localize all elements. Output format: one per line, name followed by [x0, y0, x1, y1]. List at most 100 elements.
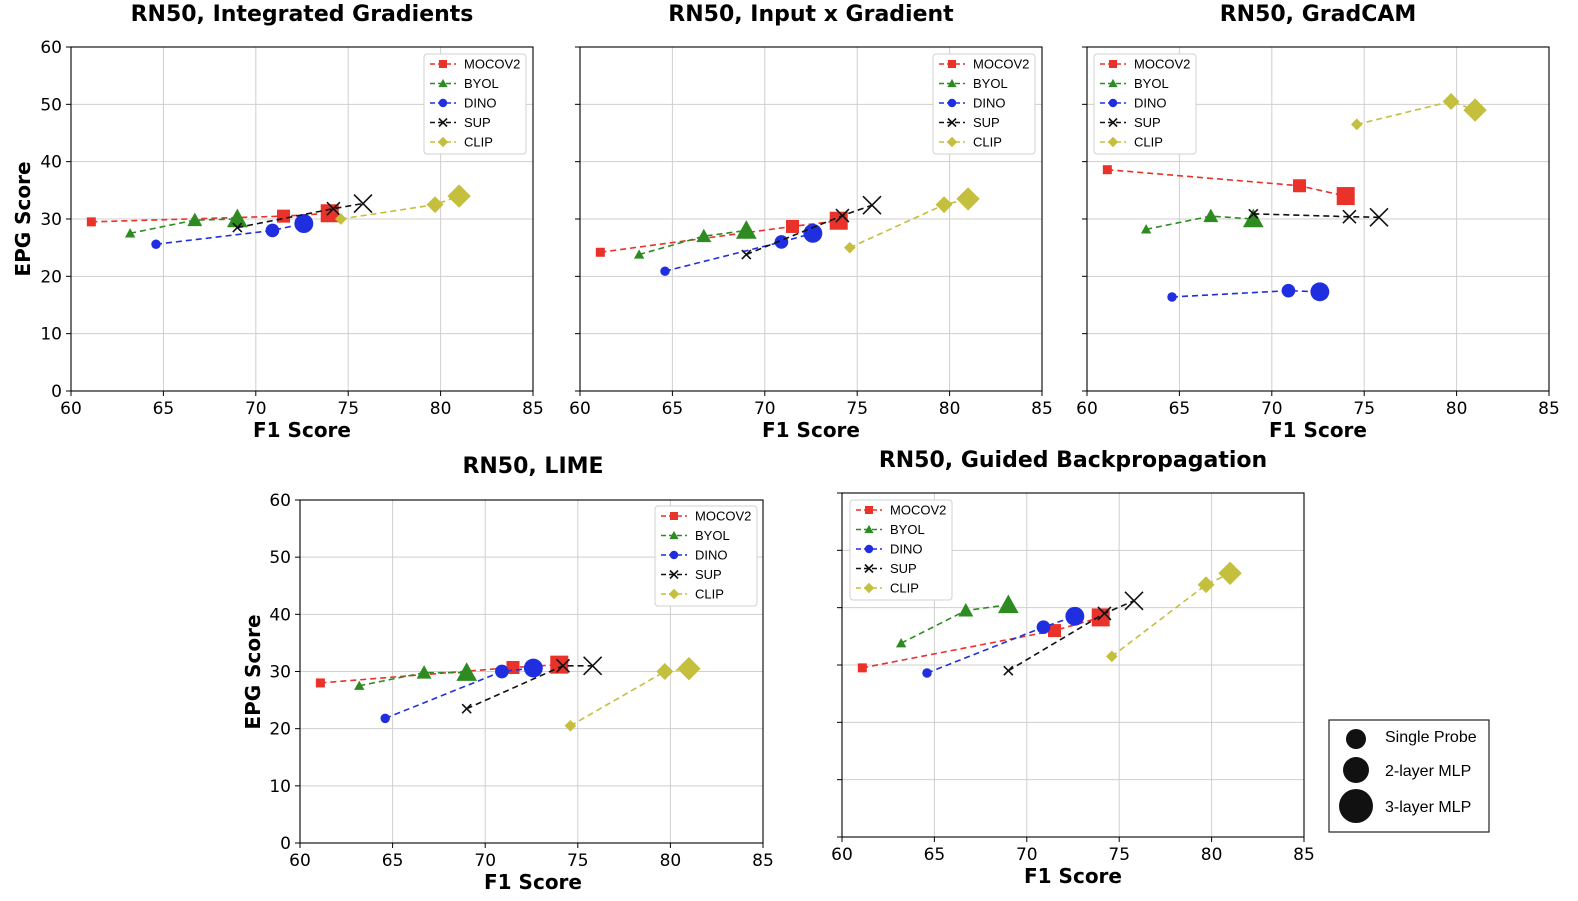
chart-title: RN50, LIME — [462, 454, 603, 479]
data-point-dino — [380, 713, 390, 724]
legend: MOCOV2 BYOL DINO SUP CLIP — [654, 505, 758, 607]
legend-marker-dino — [669, 550, 679, 560]
data-point-sup — [326, 201, 341, 216]
series-line-clip — [569, 667, 690, 727]
series-line-dino — [384, 667, 534, 720]
data-point-dino — [1281, 283, 1296, 298]
data-point-sup — [1342, 209, 1357, 224]
data-point-mocov2 — [1293, 179, 1307, 193]
legend-label-sup: SUP — [464, 115, 491, 130]
y-tick-label: 0 — [280, 834, 291, 854]
legend-marker-byol — [1108, 78, 1118, 88]
data-point-sup — [1248, 208, 1259, 219]
x-tick-label: 85 — [1293, 845, 1315, 865]
data-point-clip — [1105, 650, 1118, 663]
legend-label-sup: SUP — [1134, 115, 1161, 130]
x-tick-label: 70 — [245, 399, 267, 419]
legend-label-sup: SUP — [973, 115, 1000, 130]
series-line-byol — [900, 604, 1009, 644]
panel-gradcam: RN50, GradCAM F1 Score 60 65 70 75 80 85 MOCOV… — [1076, 2, 1560, 442]
chart-title: RN50, Integrated Gradients — [131, 2, 474, 27]
legend-marker-sup — [1108, 117, 1118, 128]
data-point-mocov2 — [857, 663, 867, 673]
legend-marker-sup — [669, 569, 679, 580]
data-point-dino — [1065, 606, 1085, 626]
data-point-dino — [1036, 620, 1051, 634]
legend: MOCOV2 BYOL DINO SUP CLIP — [1093, 53, 1197, 155]
legend-label-sup: SUP — [695, 567, 722, 582]
data-point-clip — [935, 196, 953, 214]
data-point-byol — [696, 228, 712, 243]
data-point-dino — [922, 668, 932, 678]
x-tick-label: 80 — [1446, 399, 1468, 419]
x-tick-label: 80 — [939, 399, 961, 419]
x-tick-label: 65 — [153, 399, 175, 419]
two-layer-mlp-label: 2-layer MLP — [1385, 763, 1471, 780]
x-axis-label: F1 Score — [1269, 418, 1367, 442]
x-tick-label: 85 — [1538, 399, 1560, 419]
single-probe-label: Single Probe — [1385, 729, 1477, 746]
x-tick-label: 80 — [430, 399, 452, 419]
legend-marker-dino — [438, 98, 448, 108]
legend-label-dino: DINO — [695, 548, 728, 563]
data-point-byol — [895, 638, 907, 648]
legend-label-mocov2: MOCOV2 — [1134, 57, 1190, 72]
data-point-clip — [1197, 576, 1215, 594]
data-point-mocov2 — [1048, 624, 1062, 638]
data-point-byol — [633, 249, 645, 259]
series-line-byol — [129, 218, 238, 235]
data-point-dino — [294, 214, 314, 234]
data-point-mocov2 — [829, 211, 848, 230]
y-tick-label: 20 — [269, 720, 291, 740]
x-tick-label: 75 — [337, 399, 359, 419]
y-axis-label: EPG Score — [241, 614, 265, 729]
x-tick-label: 75 — [1353, 399, 1375, 419]
panel-integrated-gradients: RN50, Integrated Gradients F1 Score EPG … — [11, 2, 544, 442]
data-point-byol — [226, 208, 248, 228]
data-point-sup — [741, 249, 752, 260]
legend-marker-byol — [947, 78, 957, 88]
legend-frame — [932, 53, 1036, 155]
three-layer-mlp-label: 3-layer MLP — [1385, 799, 1471, 816]
legend-frame — [1093, 53, 1197, 155]
x-tick-label: 80 — [1201, 845, 1223, 865]
data-point-mocov2 — [1336, 187, 1355, 206]
data-point-sup — [232, 222, 243, 233]
legend-marker-mocov2 — [865, 506, 873, 514]
legend-marker-byol — [669, 530, 679, 540]
data-point-clip — [656, 663, 674, 680]
data-point-byol — [416, 665, 432, 679]
data-point-dino — [803, 223, 823, 243]
x-tick-label: 60 — [289, 851, 311, 871]
series-line-mocov2 — [1107, 168, 1346, 197]
series-line-mocov2 — [862, 616, 1101, 669]
x-tick-label: 65 — [1169, 399, 1191, 419]
two-layer-mlp-marker — [1343, 757, 1369, 783]
legend: MOCOV2 BYOL DINO SUP CLIP — [932, 53, 1036, 155]
x-tick-label: 70 — [754, 399, 776, 419]
chart-title: RN50, Guided Backpropagation — [879, 448, 1267, 473]
data-point-clip — [334, 213, 347, 225]
data-point-clip — [956, 187, 980, 211]
legend-label-mocov2: MOCOV2 — [890, 503, 946, 518]
data-point-mocov2 — [315, 678, 325, 688]
data-point-clip — [1463, 98, 1487, 122]
x-axis-label: F1 Score — [484, 870, 582, 894]
legend-marker-clip — [437, 136, 449, 148]
legend-marker-mocov2 — [670, 512, 678, 520]
legend-marker-byol — [864, 524, 874, 534]
x-tick-label: 80 — [660, 851, 682, 871]
y-tick-label: 40 — [269, 605, 291, 625]
legend-label-clip: CLIP — [890, 581, 919, 596]
data-point-dino — [1310, 282, 1330, 302]
legend-label-byol: BYOL — [464, 76, 499, 91]
data-point-dino — [495, 664, 509, 679]
x-tick-label: 60 — [60, 399, 82, 419]
series-line-sup — [1253, 213, 1379, 219]
single-probe-marker — [1346, 729, 1366, 749]
data-point-clip — [447, 184, 471, 208]
panel-lime: RN50, LIME F1 Score EPG Score 60 65 70 75 80… — [241, 454, 774, 894]
legend-marker-clip — [1107, 136, 1119, 148]
data-point-mocov2 — [595, 247, 605, 257]
legend-label-mocov2: MOCOV2 — [695, 509, 751, 524]
